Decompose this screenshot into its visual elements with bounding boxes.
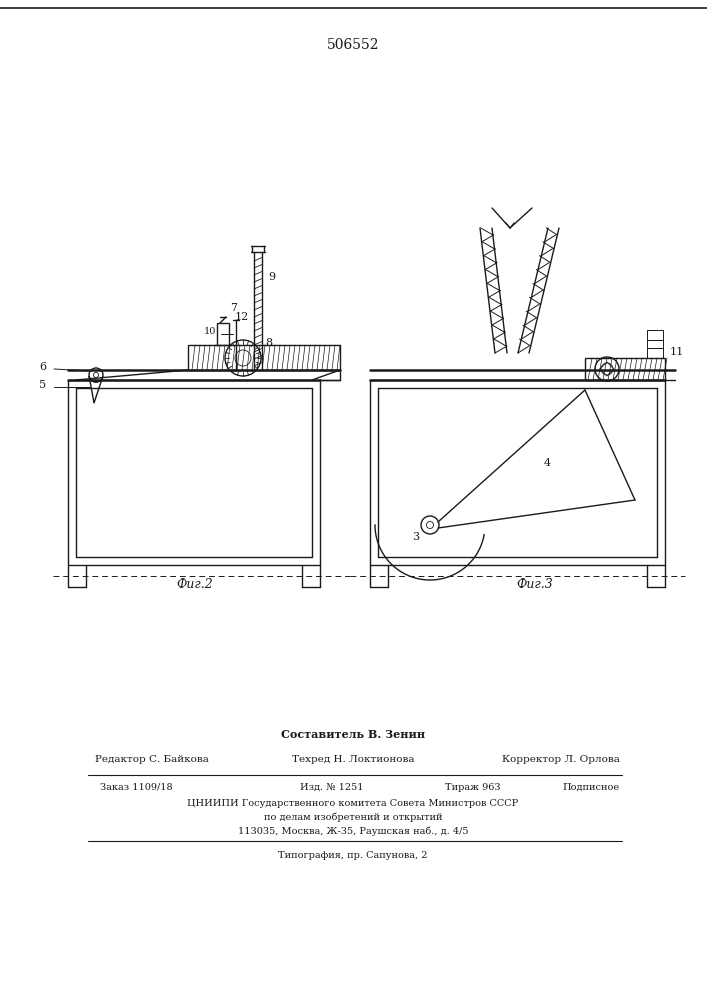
Text: 9: 9 [268, 272, 275, 282]
Text: Фиг.3: Фиг.3 [517, 578, 554, 591]
Text: Составитель В. Зенин: Составитель В. Зенин [281, 730, 425, 740]
Text: Техред Н. Локтионова: Техред Н. Локтионова [292, 754, 414, 764]
Text: Корректор Л. Орлова: Корректор Л. Орлова [502, 754, 620, 764]
Bar [647, 330, 663, 340]
Text: 506552: 506552 [327, 38, 379, 52]
Text: Редактор С. Байкова: Редактор С. Байкова [95, 754, 209, 764]
Text: 11: 11 [670, 347, 684, 357]
Text: 4: 4 [544, 458, 551, 468]
Text: 10: 10 [204, 328, 216, 336]
Bar [647, 340, 663, 348]
Text: 3: 3 [412, 532, 419, 542]
Text: Типография, пр. Сапунова, 2: Типография, пр. Сапунова, 2 [279, 850, 428, 859]
Text: 6: 6 [39, 362, 46, 372]
Bar [647, 348, 663, 358]
Text: Тираж 963: Тираж 963 [445, 782, 501, 792]
Text: по делам изобретений и открытий: по делам изобретений и открытий [264, 812, 443, 822]
Text: ЦНИИПИ Государственного комитета Совета Министров СССР: ЦНИИПИ Государственного комитета Совета … [187, 798, 519, 808]
Text: 113035, Москва, Ж-35, Раушская наб., д. 4/5: 113035, Москва, Ж-35, Раушская наб., д. … [238, 826, 468, 836]
Text: Фиг.2: Фиг.2 [177, 578, 214, 591]
Text: 5: 5 [39, 380, 46, 390]
Text: 7: 7 [230, 303, 238, 313]
Bar [585, 358, 665, 380]
Text: Заказ 1109/18: Заказ 1109/18 [100, 782, 173, 792]
Text: 12: 12 [235, 312, 250, 322]
Polygon shape [506, 223, 514, 228]
Text: 8: 8 [265, 338, 272, 348]
Text: Изд. № 1251: Изд. № 1251 [300, 782, 363, 792]
Bar [188, 345, 340, 370]
Text: Подписное: Подписное [563, 782, 620, 792]
